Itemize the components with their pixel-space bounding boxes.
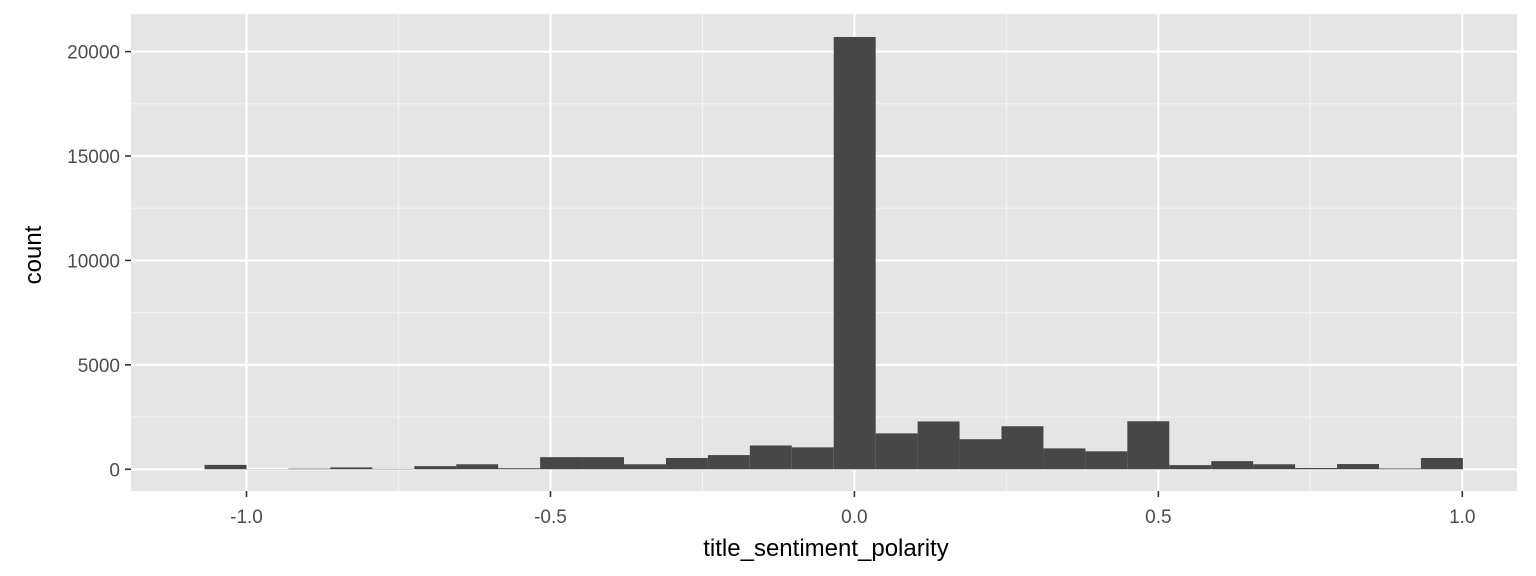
histogram-bar — [1379, 468, 1421, 470]
histogram-bar — [749, 445, 792, 470]
histogram-bar — [665, 458, 708, 470]
x-tick-label: 0.0 — [841, 507, 867, 528]
x-tick-label: 0.5 — [1145, 507, 1171, 528]
histogram-bar — [1211, 461, 1254, 470]
histogram-bar — [540, 457, 583, 470]
histogram-bar — [875, 433, 918, 470]
histogram-bar — [1295, 468, 1338, 470]
y-tick-label: 20000 — [67, 43, 120, 64]
y-tick-label: 10000 — [67, 251, 120, 272]
histogram-bar — [959, 439, 1002, 470]
histogram-bar — [288, 468, 331, 470]
histogram-bar — [498, 468, 541, 470]
histogram-bar — [582, 457, 625, 470]
histogram-bar — [1085, 451, 1128, 470]
histogram-bar — [456, 464, 499, 470]
x-axis-title: title_sentiment_polarity — [703, 535, 948, 562]
histogram-bar — [1127, 421, 1170, 470]
x-tick-label: 1.0 — [1449, 507, 1475, 528]
x-tick-label: -0.5 — [534, 507, 567, 528]
plot-panel — [131, 14, 1517, 491]
x-axis-ticks: -1.0 -0.5 0.0 0.5 1.0 — [230, 491, 1476, 528]
histogram-bar — [1420, 458, 1463, 470]
y-tick-label: 5000 — [78, 356, 120, 377]
histogram-bar — [1337, 464, 1380, 470]
histogram-bar — [1253, 464, 1296, 470]
histogram-bar — [204, 464, 247, 470]
histogram-bar — [1169, 465, 1212, 470]
histogram-bar — [707, 455, 750, 470]
histogram-bar — [1043, 448, 1086, 470]
y-axis-title: count — [20, 225, 47, 284]
histogram-bar — [624, 464, 666, 470]
histogram-bars — [204, 36, 1463, 470]
minor-gridlines-y — [131, 103, 1517, 418]
histogram-bar — [791, 447, 834, 470]
y-tick-label: 0 — [109, 460, 120, 481]
histogram-bar — [1001, 426, 1044, 470]
y-tick-label: 15000 — [67, 147, 120, 168]
histogram-bar — [833, 36, 876, 470]
minor-gridlines-x — [397, 14, 1311, 491]
histogram-bar — [917, 421, 960, 470]
histogram-bar — [330, 467, 373, 470]
x-tick-label: -1.0 — [230, 507, 263, 528]
y-axis-ticks: 0 5000 10000 15000 20000 — [67, 43, 131, 481]
histogram-bar — [414, 466, 457, 470]
